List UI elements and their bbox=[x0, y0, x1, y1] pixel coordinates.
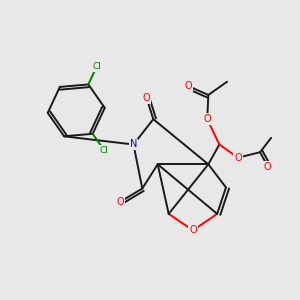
Text: O: O bbox=[185, 81, 192, 91]
Text: O: O bbox=[116, 197, 124, 207]
Text: O: O bbox=[143, 93, 151, 103]
Text: O: O bbox=[203, 114, 211, 124]
Text: N: N bbox=[130, 140, 137, 149]
Text: Cl: Cl bbox=[100, 146, 109, 154]
Text: Cl: Cl bbox=[92, 62, 101, 71]
Text: O: O bbox=[189, 225, 197, 236]
Text: O: O bbox=[234, 153, 242, 163]
Text: O: O bbox=[264, 161, 272, 172]
